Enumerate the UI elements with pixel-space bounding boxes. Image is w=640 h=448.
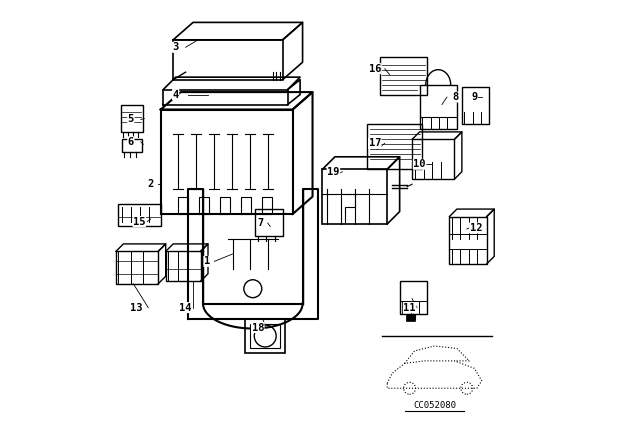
- Text: 12: 12: [470, 223, 482, 233]
- Text: 15: 15: [133, 216, 145, 227]
- Text: 8: 8: [452, 92, 459, 102]
- Text: 4: 4: [173, 90, 179, 99]
- Text: CC052080: CC052080: [413, 401, 456, 410]
- Bar: [412, 139, 454, 179]
- Bar: [118, 204, 161, 227]
- Text: 9: 9: [471, 92, 477, 102]
- Text: 2: 2: [148, 179, 154, 189]
- Text: 19: 19: [327, 167, 340, 177]
- Text: 7: 7: [257, 218, 264, 228]
- Text: 16: 16: [369, 64, 381, 73]
- Bar: [323, 169, 387, 224]
- Bar: [449, 216, 487, 264]
- Bar: [121, 104, 143, 132]
- Text: 18: 18: [252, 323, 264, 332]
- Text: 11: 11: [403, 303, 416, 313]
- Bar: [380, 57, 427, 95]
- Bar: [122, 139, 142, 152]
- Bar: [407, 314, 415, 319]
- Text: 17: 17: [369, 138, 381, 148]
- Text: 14: 14: [179, 303, 192, 313]
- Bar: [462, 87, 489, 125]
- Bar: [116, 251, 158, 284]
- Bar: [166, 251, 200, 281]
- Bar: [250, 323, 280, 349]
- Text: 3: 3: [173, 42, 179, 52]
- Text: 1: 1: [204, 256, 210, 266]
- Text: 10: 10: [413, 159, 426, 169]
- Bar: [245, 319, 285, 353]
- Text: 13: 13: [129, 303, 142, 313]
- Text: 5: 5: [128, 115, 134, 125]
- Bar: [399, 281, 427, 314]
- Bar: [420, 85, 457, 129]
- Bar: [255, 209, 283, 237]
- Text: 6: 6: [128, 137, 134, 147]
- Bar: [406, 315, 415, 321]
- Bar: [367, 125, 422, 169]
